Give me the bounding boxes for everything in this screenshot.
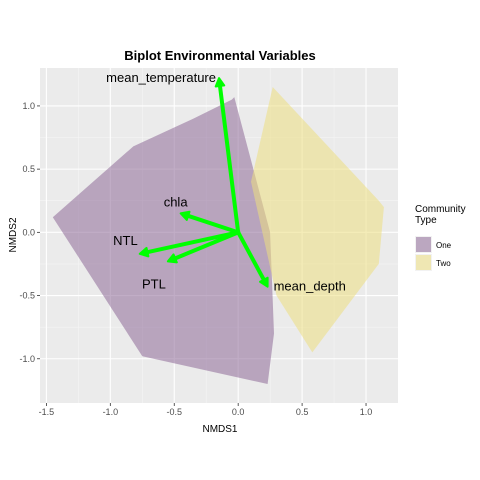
legend-title: Type bbox=[415, 215, 437, 226]
legend-title: Community bbox=[415, 204, 466, 215]
arrow-chla bbox=[179, 210, 241, 235]
arrow-head bbox=[138, 246, 150, 258]
arrow-ptl bbox=[166, 230, 241, 264]
arrow-mean-depth bbox=[236, 230, 269, 288]
axes: -1.5 -1.0 -0.5 0.0 0.5 1.0 -1.0 -0.5 0.0 0.5 1.0 bbox=[19, 101, 372, 417]
legend-label-one: One bbox=[436, 241, 452, 250]
y-tick-label: 0.5 bbox=[22, 164, 35, 174]
arrow-mean-temperature bbox=[214, 77, 241, 235]
arrow-head bbox=[214, 77, 226, 88]
legend-key-one bbox=[416, 237, 431, 252]
x-tick-label: -0.5 bbox=[166, 407, 182, 417]
x-tick-label: -1.5 bbox=[39, 407, 55, 417]
hull-two bbox=[251, 87, 384, 353]
x-tick-label: -1.0 bbox=[103, 407, 119, 417]
y-axis-title: NMDS2 bbox=[8, 217, 19, 252]
y-tick-label: 0.0 bbox=[22, 227, 35, 237]
arrow-label-mean-depth: mean_depth bbox=[274, 279, 346, 294]
arrow-label-ntl: NTL bbox=[113, 233, 138, 248]
arrow-head bbox=[166, 253, 178, 264]
arrow-head bbox=[179, 210, 191, 221]
arrow-shaft bbox=[170, 230, 241, 262]
x-axis-title: NMDS1 bbox=[202, 424, 237, 435]
legend-key-two bbox=[416, 255, 431, 270]
arrow-label-mean-temperature: mean_temperature bbox=[106, 70, 216, 85]
arrow-shaft bbox=[217, 81, 241, 235]
arrow-shaft bbox=[143, 230, 241, 255]
arrow-ntl bbox=[138, 230, 241, 258]
arrow-shaft bbox=[236, 230, 268, 284]
legend-label-two: Two bbox=[436, 259, 451, 268]
arrow-label-ptl: PTL bbox=[142, 276, 166, 291]
y-tick-label: -0.5 bbox=[19, 291, 35, 301]
chart-title: Biplot Environmental Variables bbox=[124, 48, 315, 63]
arrow-label-chla: chla bbox=[164, 194, 189, 209]
x-tick-label: 0.5 bbox=[296, 407, 309, 417]
y-tick-label: 1.0 bbox=[22, 101, 35, 111]
x-tick-label: 0.0 bbox=[232, 407, 245, 417]
arrow-shaft bbox=[183, 213, 241, 235]
y-tick-label: -1.0 bbox=[19, 354, 35, 364]
x-tick-label: 1.0 bbox=[360, 407, 373, 417]
hull-one bbox=[52, 97, 274, 384]
arrow-head bbox=[259, 276, 269, 288]
